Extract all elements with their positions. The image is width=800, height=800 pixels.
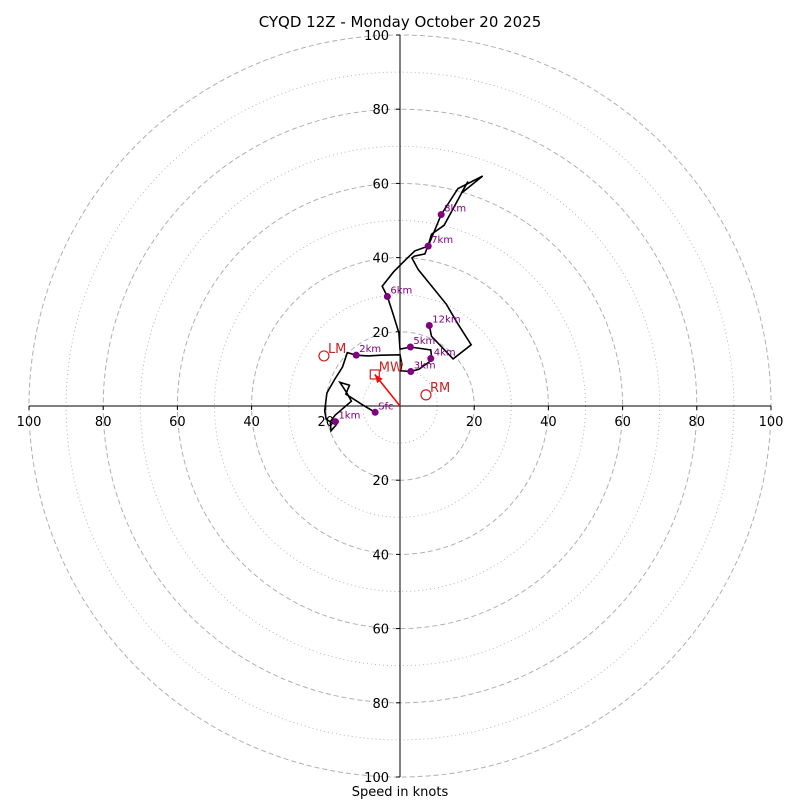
storm-marker-circle [318, 350, 330, 362]
x-tick-label: 60 [169, 415, 186, 430]
y-tick-label: 20 [372, 326, 389, 341]
x-tick-label: 40 [243, 415, 260, 430]
height-marker-dot [371, 408, 379, 416]
storm-marker-label: RM [430, 381, 450, 396]
height-marker-dot [352, 351, 360, 359]
y-tick-label: 40 [372, 548, 389, 563]
x-tick-label: 40 [540, 415, 557, 430]
height-marker-dot [437, 211, 445, 219]
x-tick-label: 100 [759, 415, 784, 430]
y-tick-label: 40 [372, 252, 389, 267]
height-marker-label: 7km [431, 235, 453, 246]
y-tick-label: 100 [364, 771, 389, 786]
x-tick-label: 80 [95, 415, 112, 430]
y-tick-label: 20 [372, 474, 389, 489]
height-marker-dot [424, 242, 432, 250]
height-marker-label: 8km [444, 204, 466, 215]
x-tick-label: 80 [689, 415, 706, 430]
height-marker-label: 1km [338, 411, 360, 422]
y-tick-label: 80 [372, 103, 389, 118]
height-marker-label: 6km [390, 286, 412, 297]
height-marker-dot [331, 418, 339, 426]
x-tick-label: 60 [614, 415, 631, 430]
storm-marker-circle [420, 389, 432, 401]
height-marker-label: 4km [434, 348, 456, 359]
height-marker-dot [407, 367, 415, 375]
height-marker-label: 5km [413, 336, 435, 347]
storm-motion-markers: LM RM MW [318, 342, 450, 401]
storm-marker-label: LM [328, 342, 346, 357]
chart-title: CYQD 12Z - Monday October 20 2025 [259, 13, 542, 31]
y-tick-label: 80 [372, 697, 389, 712]
y-tick-label: 60 [372, 177, 389, 192]
y-tick-label: 60 [372, 623, 389, 638]
storm-marker-square [369, 369, 380, 380]
height-marker-label: 2km [359, 344, 381, 355]
height-marker-label: 12km [432, 314, 460, 325]
y-tick-label: 100 [364, 29, 389, 44]
storm-marker-label: MW [379, 360, 403, 375]
height-marker-dot [425, 321, 433, 329]
height-marker-label: 3km [414, 360, 436, 371]
height-marker-dot [406, 343, 414, 351]
x-tick-label: 100 [17, 415, 42, 430]
height-marker-dot [383, 293, 391, 301]
x-tick-label: 20 [466, 415, 483, 430]
x-axis-label: Speed in knots [352, 785, 449, 800]
height-marker-dot [427, 355, 435, 363]
height-marker-label: Sfc [378, 401, 393, 412]
